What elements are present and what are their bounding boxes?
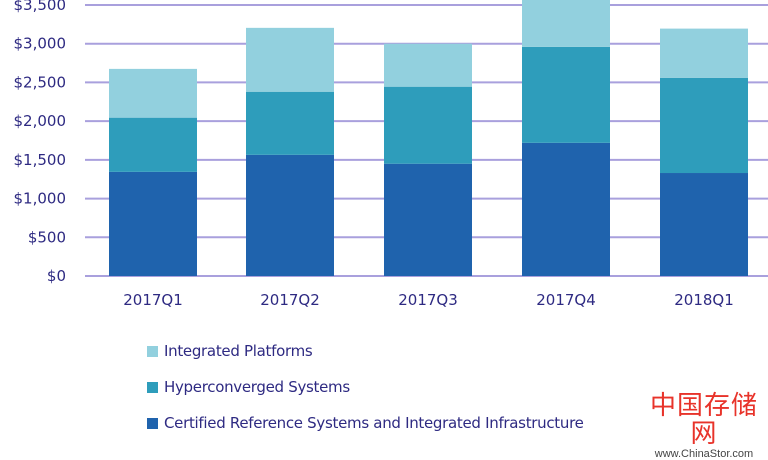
legend: Integrated Platforms Hyperconverged Syst…: [147, 333, 584, 441]
x-tick-label: 2018Q1: [674, 291, 734, 309]
bar-segment: [384, 86, 472, 164]
bar-segment: [246, 27, 334, 92]
bar-segment: [109, 171, 197, 276]
y-tick-label: $2,000: [14, 112, 67, 130]
y-tick-label: $1,000: [14, 190, 67, 208]
watermark-chinese: 中国存储网: [649, 391, 758, 449]
bar-segment: [522, 0, 610, 47]
bar-segment: [522, 46, 610, 143]
watermark: 中国存储网 www.ChinaStor.com: [640, 392, 768, 460]
legend-swatch-hyperconverged-systems: [147, 381, 158, 393]
y-axis-ticks: $0 $500 $1,000 $1,500 $2,000 $2,500 $3,000 $3,5…: [14, 0, 67, 285]
bar-segment: [384, 43, 472, 87]
bar-segment: [109, 117, 197, 172]
x-tick-label: 2017Q4: [536, 291, 596, 309]
y-tick-label: $500: [28, 228, 66, 246]
legend-label: Hyperconverged Systems: [164, 378, 350, 396]
y-tick-label: $2,500: [14, 73, 67, 91]
legend-label: Integrated Platforms: [164, 342, 313, 360]
legend-item-integrated-platforms: Integrated Platforms: [147, 333, 584, 369]
bar-segment: [522, 142, 610, 276]
y-tick-label: $3,500: [14, 0, 67, 14]
stacked-bar-chart: $0 $500 $1,000 $1,500 $2,000 $2,500 $3,000 $3,5…: [14, 0, 768, 309]
legend-item-hyperconverged-systems: Hyperconverged Systems: [147, 369, 584, 405]
watermark-url: www.ChinaStor.com: [654, 448, 754, 460]
legend-swatch-certified-reference-systems: [147, 417, 158, 429]
bar-segment: [660, 173, 748, 276]
x-axis-ticks: 2017Q1 2017Q2 2017Q3 2017Q4 2018Q1: [123, 291, 734, 309]
legend-item-certified-reference-systems: Certified Reference Systems and Integrat…: [147, 405, 584, 441]
x-tick-label: 2017Q1: [123, 291, 183, 309]
bar-segment: [384, 163, 472, 276]
legend-label: Certified Reference Systems and Integrat…: [164, 414, 584, 432]
x-tick-label: 2017Q2: [260, 291, 320, 309]
bar-segment: [109, 68, 197, 118]
bar-segment: [660, 77, 748, 174]
bar-segment: [246, 91, 334, 155]
y-tick-label: $3,000: [14, 35, 67, 53]
bar-segment: [246, 154, 334, 276]
legend-swatch-integrated-platforms: [147, 345, 158, 357]
y-tick-label: $0: [47, 267, 66, 285]
x-tick-label: 2017Q3: [398, 291, 458, 309]
bars: [109, 0, 748, 276]
bar-segment: [660, 28, 748, 78]
y-tick-label: $1,500: [14, 151, 67, 169]
